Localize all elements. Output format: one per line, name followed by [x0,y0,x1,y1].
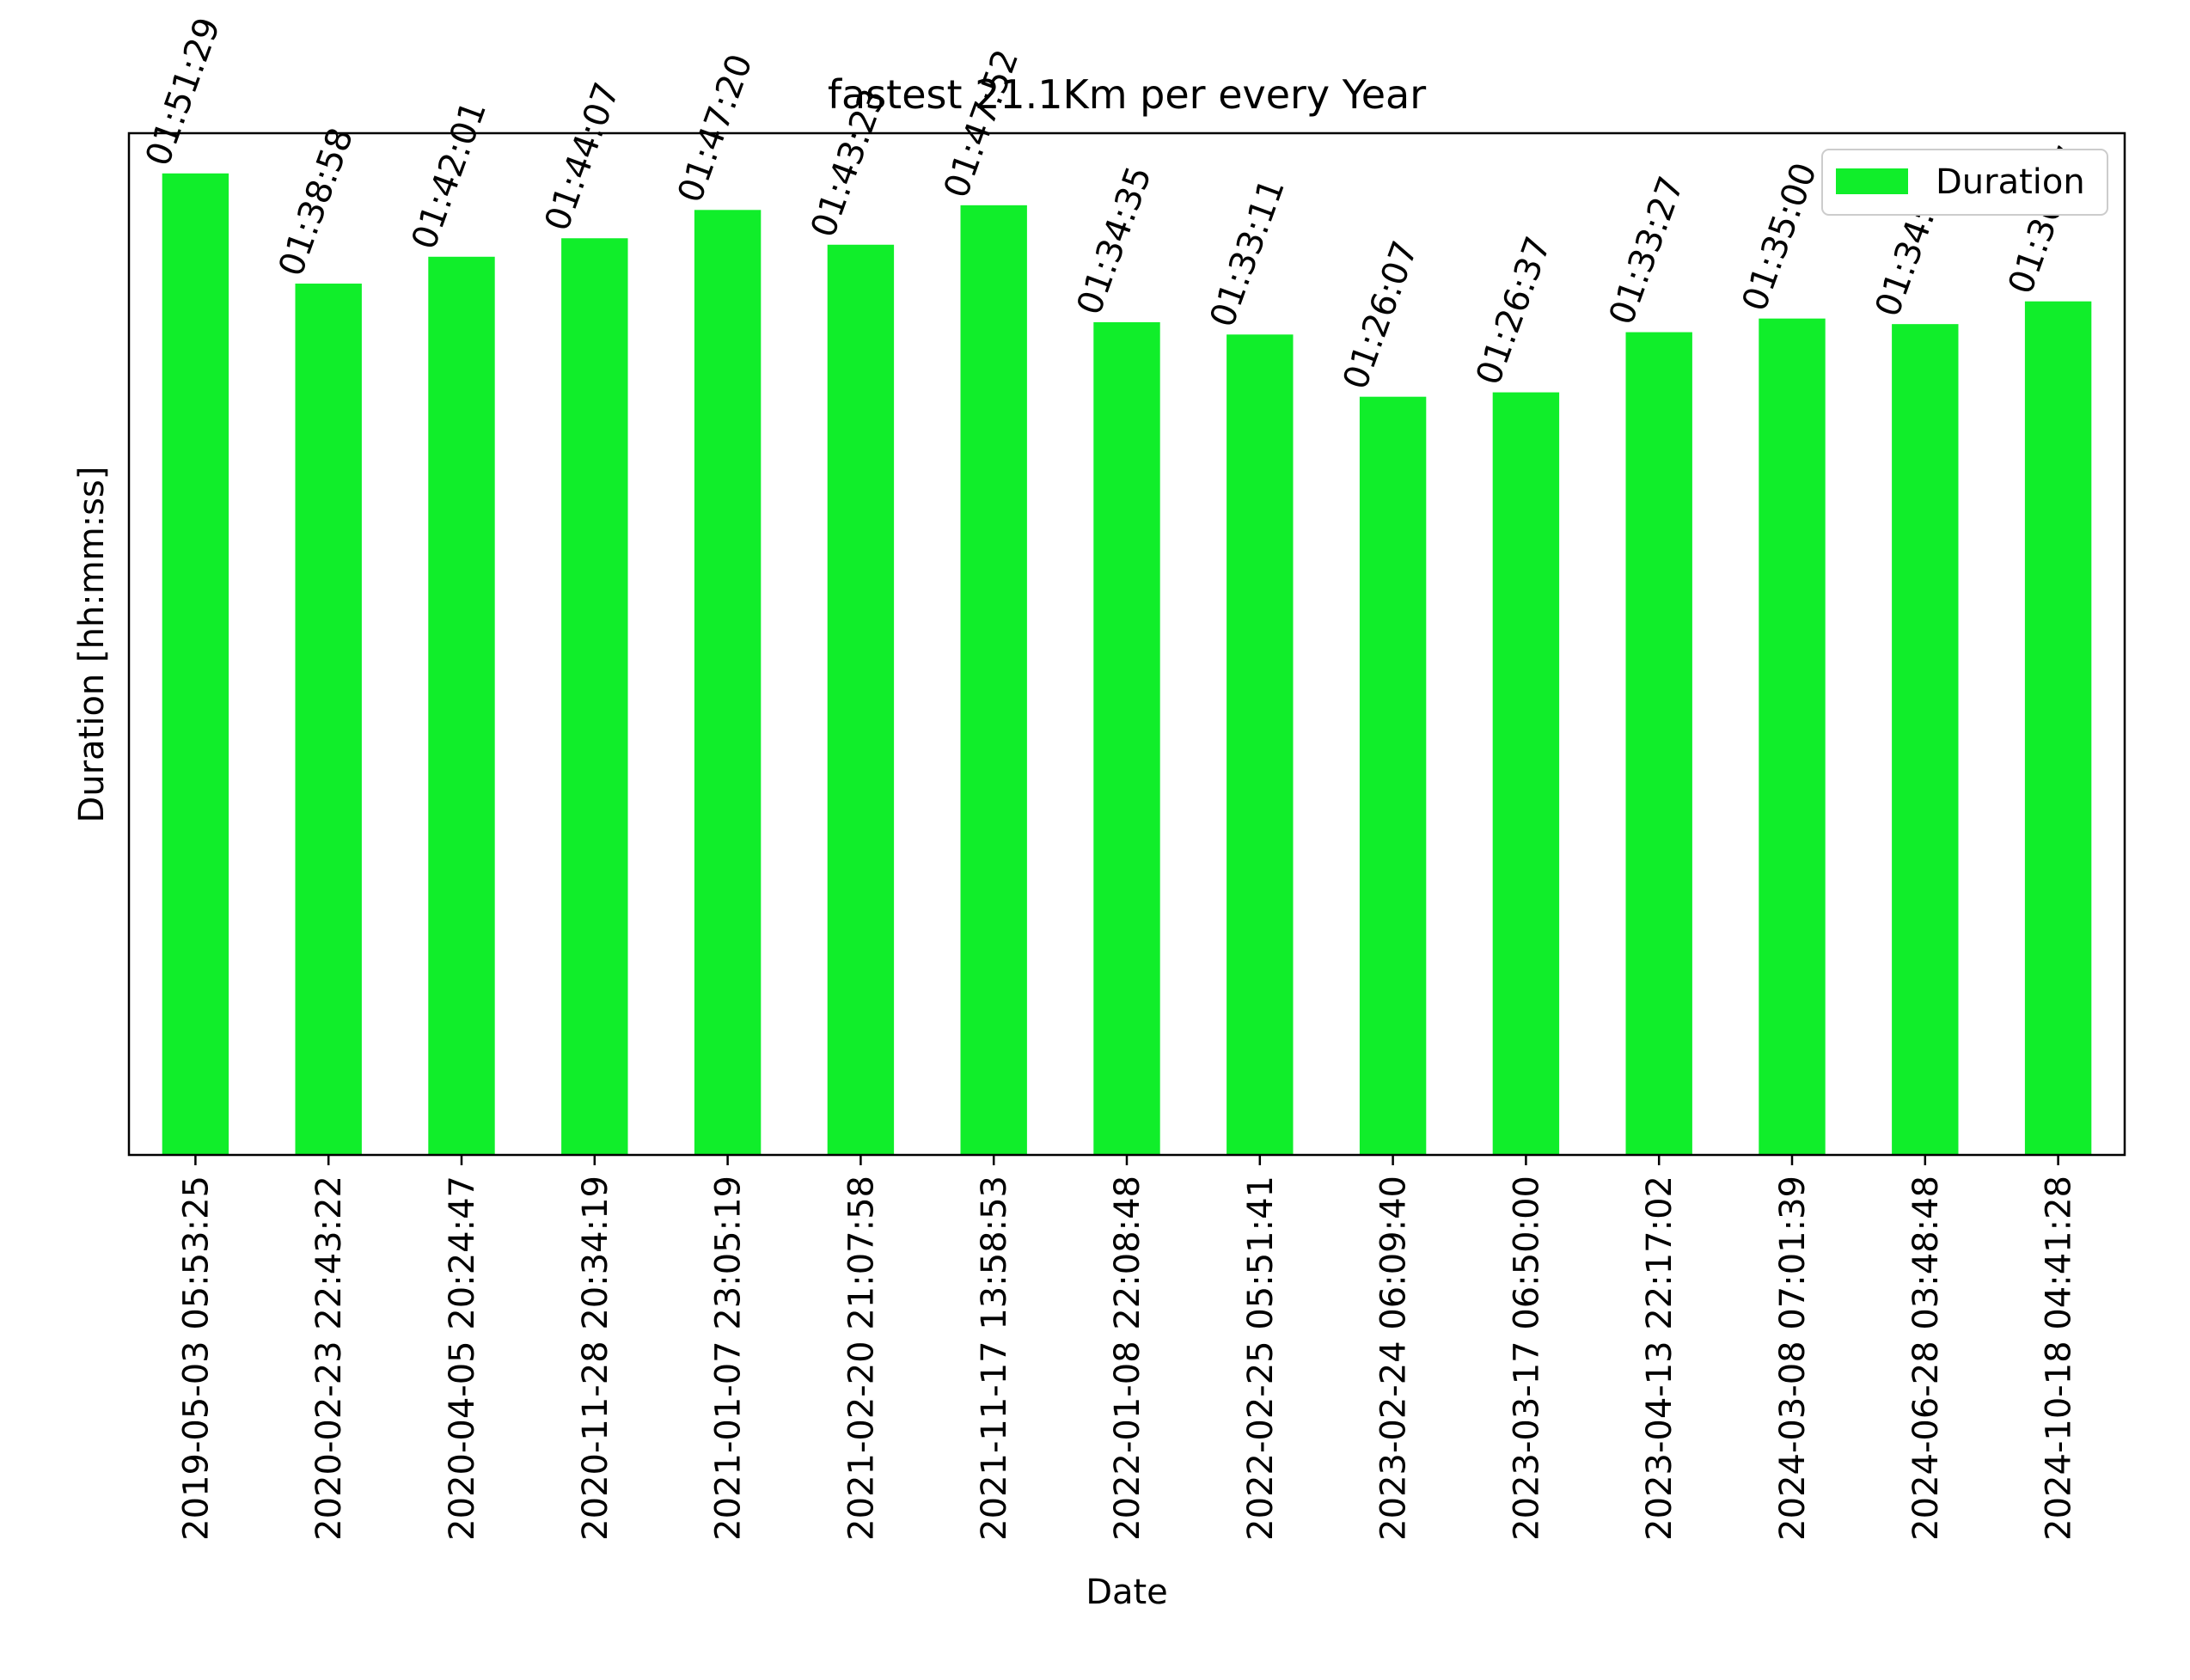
legend: Duration [1821,149,2108,216]
bar-3 [561,238,628,1156]
x-tick-label-0: 2019-05-03 05:53:25 [176,1176,216,1541]
chart-title: fastest 21.1Km per every Year [828,71,1426,118]
x-tick-label-2: 2020-04-05 20:24:47 [443,1176,482,1541]
bar-4 [694,210,762,1155]
plot-frame [127,131,2126,1157]
bar-11 [1625,332,1692,1156]
x-ticks-group: 2019-05-03 05:53:25 2020-02-23 22:43:22 20… [176,1155,2079,1541]
x-tick-label-10: 2023-03-17 06:50:00 [1507,1176,1546,1541]
bar-8 [1227,334,1294,1155]
x-tick-label-1: 2020-02-23 22:43:22 [309,1176,349,1541]
bar-14 [2024,301,2092,1155]
bar-5 [827,244,895,1156]
legend-label-duration: Duration [1936,162,2085,202]
x-tick-label-3: 2020-11-28 20:34:19 [576,1176,615,1541]
legend-box [1821,149,2108,216]
bar-6 [960,205,1027,1156]
bar-0 [162,173,229,1155]
legend-swatch [1836,168,1908,194]
x-axis-label: Date [1086,1573,1168,1612]
y-axis-label: Duration [hh:mm:ss] [72,467,112,823]
bar-10 [1492,392,1560,1156]
bar-1 [295,284,362,1156]
x-tick-label-5: 2021-02-20 21:07:58 [841,1176,881,1541]
x-tick-label-4: 2021-01-07 23:05:19 [709,1176,749,1541]
bar-9 [1359,396,1427,1156]
x-tick-label-7: 2022-01-08 22:08:48 [1108,1176,1147,1541]
x-tick-label-13: 2024-06-28 03:48:48 [1906,1176,1946,1541]
x-tick-label-9: 2023-02-24 06:09:40 [1374,1176,1414,1541]
x-tick-label-11: 2023-04-13 22:17:02 [1640,1176,1679,1541]
x-tick-label-14: 2024-10-18 04:41:28 [2040,1176,2079,1541]
bar-7 [1093,321,1160,1155]
bar-12 [1759,318,1826,1155]
x-tick-label-8: 2022-02-25 05:51:41 [1241,1176,1281,1541]
x-tick-label-6: 2021-11-17 13:58:53 [975,1176,1014,1541]
bar-13 [1892,324,1959,1155]
bar-2 [428,256,495,1156]
bars-group [162,173,2092,1156]
x-tick-label-12: 2024-03-08 07:01:39 [1773,1176,1813,1541]
